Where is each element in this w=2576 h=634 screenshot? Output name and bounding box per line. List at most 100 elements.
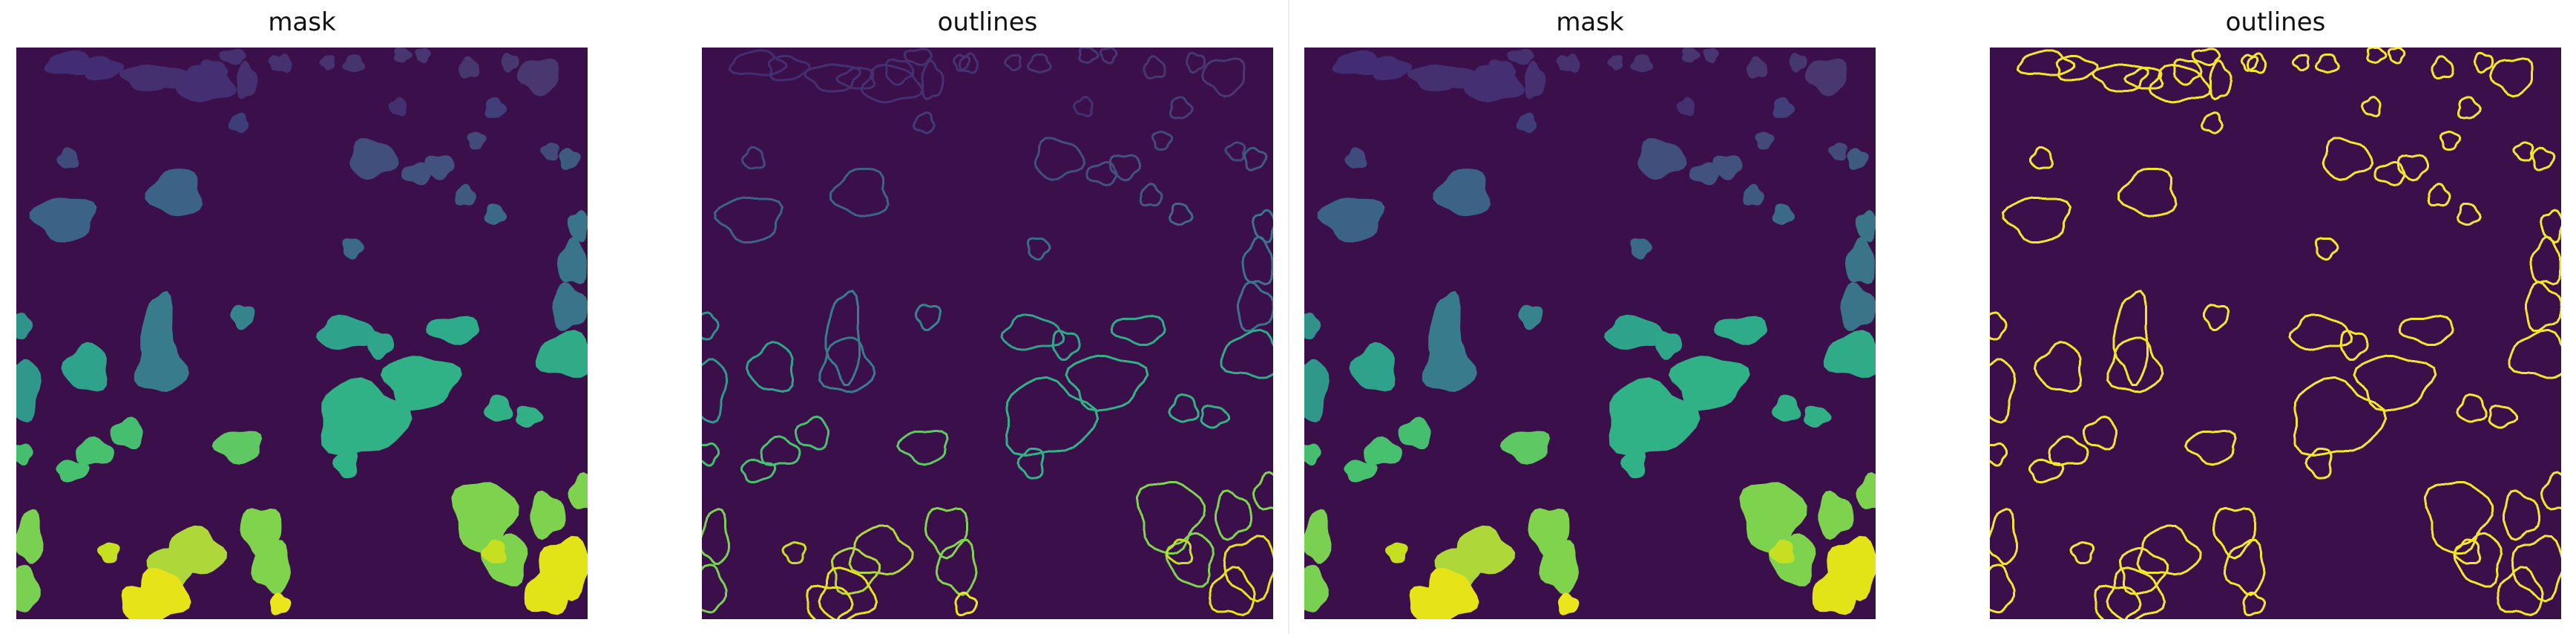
mask-blob: [1739, 482, 1807, 554]
outline-blob: [1165, 538, 1194, 565]
mask-blob: [1668, 356, 1750, 411]
outline-blob: [2456, 393, 2488, 423]
mask-blob: [367, 330, 395, 360]
mask-blob: [1818, 490, 1854, 540]
mask-blob: [342, 54, 366, 73]
outline-blob: [1005, 376, 1100, 457]
panel-3-title: mask: [1556, 7, 1624, 37]
mask-blob: [1433, 169, 1491, 217]
outline-blob: [1065, 354, 1149, 412]
mask-blob: [16, 564, 41, 612]
outline-blob: [781, 541, 807, 565]
outline-blob: [830, 546, 881, 595]
outline-blob: [2353, 354, 2437, 412]
outline-blob: [740, 146, 766, 170]
outline-blob: [1990, 311, 2008, 341]
outline-blob: [2242, 591, 2266, 617]
outline-blob: [818, 566, 878, 619]
outline-blob: [1034, 137, 1086, 181]
mask-blob: [540, 142, 559, 161]
outline-blob: [2488, 57, 2534, 98]
mask-blob: [211, 431, 263, 465]
outline-blob: [2488, 405, 2519, 429]
outline-blob: [1243, 146, 1268, 171]
outline-blob: [702, 508, 731, 566]
outline-blob: [2247, 52, 2267, 74]
outline-image-2: [1990, 48, 2561, 619]
outline-blob: [1236, 281, 1273, 333]
outline-blob: [2304, 447, 2333, 480]
mask-blob: [1703, 48, 1719, 64]
outline-blob: [2202, 304, 2230, 331]
mask-blob: [1304, 564, 1329, 612]
mask-blob: [1743, 183, 1764, 206]
mask-blob: [1607, 55, 1623, 71]
outline-blob: [860, 63, 924, 104]
outline-blob: [2028, 146, 2054, 170]
outline-blob: [2473, 51, 2494, 74]
mask-blob: [342, 238, 364, 260]
outline-blob: [2091, 63, 2149, 93]
outline-blob: [2431, 55, 2454, 80]
mask-blob: [1609, 377, 1701, 456]
outline-blob: [848, 524, 914, 576]
outline-blob: [806, 584, 854, 619]
mask-blob: [467, 131, 487, 150]
outline-blob: [2184, 429, 2237, 466]
mask-blob: [219, 48, 246, 65]
mask-blob: [1769, 539, 1795, 563]
mask-blob: [1304, 359, 1330, 423]
outline-blobs-1: [702, 48, 1273, 619]
mask-image-2: [1304, 48, 1876, 619]
mask-blob: [552, 281, 588, 331]
mask-blob: [568, 472, 588, 509]
outline-blob: [1026, 53, 1052, 73]
outline-blob: [1016, 447, 1045, 480]
outline-blob: [2191, 48, 2221, 67]
outline-blob: [835, 66, 876, 90]
mask-blob: [121, 586, 168, 619]
outline-blob: [1209, 566, 1256, 616]
mask-blob: [1304, 443, 1321, 465]
outline-blob: [702, 563, 728, 614]
outline-blob: [2511, 535, 2561, 603]
outline-blob: [2223, 538, 2266, 596]
mask-image-1: [16, 48, 588, 619]
mask-blob: [16, 509, 44, 564]
mask-blob: [316, 314, 378, 350]
mask-blob: [56, 147, 79, 169]
outline-blob: [714, 196, 784, 244]
outline-blob: [2069, 541, 2095, 565]
outline-blob: [2529, 235, 2561, 286]
mask-blob: [567, 209, 588, 243]
outline-blob: [1085, 160, 1118, 187]
outline-blob: [1200, 57, 1246, 98]
outline-blob: [2055, 54, 2099, 82]
mask-blob: [1772, 97, 1795, 118]
outline-blob: [2033, 341, 2083, 393]
mask-blob: [1755, 131, 1775, 150]
mask-blob: [1789, 53, 1807, 73]
outline-blob: [1252, 209, 1273, 244]
outline-blob: [2112, 290, 2149, 387]
mask-blob: [61, 341, 108, 392]
mask-blob: [332, 448, 358, 479]
outline-blob: [952, 53, 971, 72]
outline-blob: [2094, 584, 2142, 619]
outline-blob: [2048, 435, 2089, 467]
outline-blob: [2373, 160, 2406, 187]
outline-blob: [2427, 183, 2451, 207]
mask-blob: [1409, 586, 1456, 619]
outline-image-1: [702, 48, 1273, 619]
mask-blob: [1856, 472, 1876, 509]
outline-blob: [2322, 137, 2374, 181]
mask-blob: [1516, 112, 1537, 134]
mask-blob: [530, 490, 566, 540]
panel-1: mask: [16, 0, 588, 634]
mask-blob: [1844, 236, 1875, 284]
outline-blob: [885, 58, 915, 86]
mask-blob: [1507, 48, 1534, 65]
outline-blob: [2209, 59, 2232, 101]
mask-blob: [484, 203, 507, 225]
image-background: [1990, 48, 2561, 619]
